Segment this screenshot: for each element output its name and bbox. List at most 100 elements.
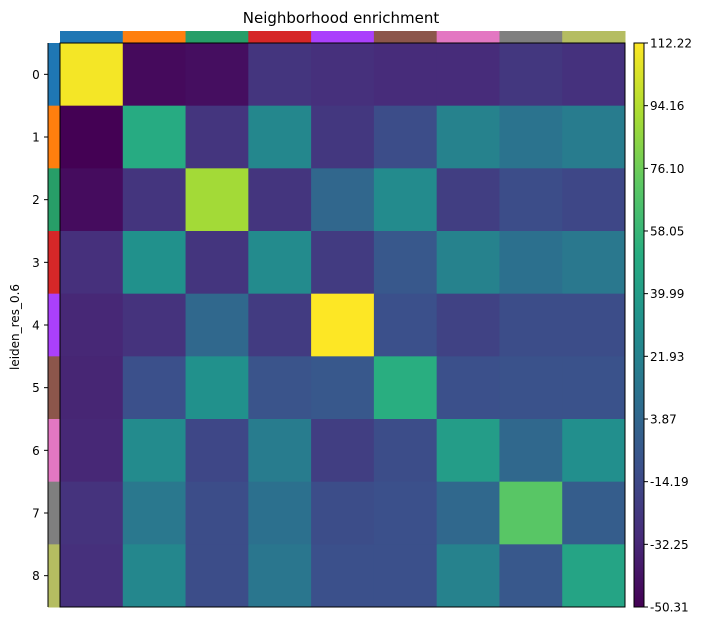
- heatmap-cell-r8-c5: [373, 544, 438, 608]
- heatmap-cell-r3-c5: [373, 231, 438, 295]
- row-tick-label: 4: [32, 319, 40, 333]
- row-tick-label: 7: [32, 507, 40, 521]
- heatmap-cell-r6-c8: [562, 419, 626, 483]
- heatmap-cell-r5-c4: [311, 356, 375, 420]
- heatmap-cell-r6-c1: [122, 419, 187, 483]
- heatmap-cell-r4-c2: [185, 293, 249, 357]
- chart-title: Neighborhood enrichment: [243, 9, 440, 27]
- heatmap-cell-r5-c3: [248, 356, 312, 420]
- row-color-4: [48, 293, 60, 357]
- heatmap-cell-r1-c8: [562, 105, 626, 169]
- colorbar-tick-label: 76.10: [650, 162, 684, 176]
- row-color-2: [48, 168, 60, 232]
- column-color-0: [60, 31, 124, 43]
- row-tick-label: 1: [32, 131, 40, 145]
- heatmap-cell-r5-c8: [562, 356, 626, 420]
- heatmap-cell-r5-c7: [499, 356, 563, 420]
- column-color-4: [311, 31, 375, 43]
- column-color-1: [122, 31, 187, 43]
- heatmap-cell-r6-c7: [499, 419, 563, 483]
- heatmap-cell-r2-c4: [311, 168, 375, 232]
- heatmap-cell-r0-c2: [185, 43, 249, 107]
- heatmap-cell-r8-c2: [185, 544, 249, 608]
- heatmap-cell-r6-c2: [185, 419, 249, 483]
- heatmap-cell-r7-c2: [185, 481, 249, 545]
- heatmap-cell-r8-c4: [311, 544, 375, 608]
- heatmap-cell-r2-c0: [60, 168, 124, 232]
- heatmap-cell-r1-c6: [436, 105, 500, 169]
- heatmap-cell-r1-c4: [311, 105, 375, 169]
- row-tick-label: 3: [32, 256, 40, 270]
- heatmap-cell-r0-c0: [60, 43, 124, 107]
- row-color-3: [48, 231, 60, 295]
- row-color-1: [48, 105, 60, 169]
- heatmap-cell-r8-c6: [436, 544, 500, 608]
- heatmap-cell-r1-c0: [60, 105, 124, 169]
- heatmap-cell-r8-c3: [248, 544, 312, 608]
- heatmap-cell-r3-c4: [311, 231, 375, 295]
- heatmap-cell-r5-c0: [60, 356, 124, 420]
- row-color-5: [48, 356, 60, 420]
- heatmap-cell-r1-c1: [122, 105, 187, 169]
- heatmap-cell-r1-c7: [499, 105, 563, 169]
- row-color-8: [48, 544, 60, 608]
- colorbar-tick-label: 21.93: [650, 350, 684, 364]
- heatmap-cell-r0-c3: [248, 43, 312, 107]
- heatmap-cell-r3-c8: [562, 231, 626, 295]
- heatmap-cell-r5-c2: [185, 356, 249, 420]
- row-tick-label: 0: [32, 68, 40, 82]
- row-tick-label: 2: [32, 193, 40, 207]
- heatmap-cell-r4-c6: [436, 293, 500, 357]
- row-tick-label: 5: [32, 381, 40, 395]
- colorbar-tick-labels: 112.22 94.16 76.10 58.05 39.99 21.93 3.87 -14.1…: [644, 37, 692, 615]
- heatmap-cell-r4-c8: [562, 293, 626, 357]
- row-tick-label: 6: [32, 444, 40, 458]
- heatmap-cell-r0-c6: [436, 43, 500, 107]
- colorbar-tick-label: -14.19: [650, 475, 689, 489]
- column-color-2: [185, 31, 249, 43]
- heatmap-cell-r2-c5: [373, 168, 438, 232]
- column-color-5: [373, 31, 438, 43]
- column-color-6: [436, 31, 500, 43]
- heatmap-cell-r5-c1: [122, 356, 187, 420]
- heatmap-cell-r7-c6: [436, 481, 500, 545]
- row-cluster-color-strip: [47, 43, 60, 608]
- heatmap-cell-r4-c5: [373, 293, 438, 357]
- heatmap-cell-r7-c8: [562, 481, 626, 545]
- column-cluster-color-strip: [60, 31, 626, 43]
- heatmap-cell-r3-c3: [248, 231, 312, 295]
- heatmap-cell-r2-c3: [248, 168, 312, 232]
- y-axis-label: leiden_res_0.6: [8, 284, 22, 370]
- heatmap-cell-r0-c1: [122, 43, 187, 107]
- heatmap-cell-r7-c5: [373, 481, 438, 545]
- colorbar-tick-label: 58.05: [650, 224, 684, 238]
- heatmap-cell-r7-c1: [122, 481, 187, 545]
- colorbar-tick-label: 3.87: [650, 412, 677, 426]
- colorbar-tick-label: 39.99: [650, 287, 684, 301]
- heatmap-cell-r6-c5: [373, 419, 438, 483]
- heatmap-cell-r0-c8: [562, 43, 626, 107]
- heatmap-cell-r7-c7: [499, 481, 563, 545]
- colorbar: [633, 42, 645, 608]
- heatmap-cell-r4-c3: [248, 293, 312, 357]
- heatmap-cell-r1-c5: [373, 105, 438, 169]
- heatmap-cell-r8-c1: [122, 544, 187, 608]
- heatmap-cell-r3-c2: [185, 231, 249, 295]
- heatmap-cell-r2-c6: [436, 168, 500, 232]
- heatmap-cell-r7-c4: [311, 481, 375, 545]
- heatmap-cell-r4-c7: [499, 293, 563, 357]
- heatmap-cell-r4-c1: [122, 293, 187, 357]
- heatmap-cell-r3-c6: [436, 231, 500, 295]
- column-color-7: [499, 31, 563, 43]
- column-color-3: [248, 31, 312, 43]
- row-color-6: [48, 419, 60, 483]
- heatmap-cell-r1-c3: [248, 105, 312, 169]
- heatmap-cell-r1-c2: [185, 105, 249, 169]
- heatmap-cell-r6-c4: [311, 419, 375, 483]
- heatmap-cells: [60, 43, 626, 608]
- row-color-7: [48, 481, 60, 545]
- heatmap-cell-r8-c7: [499, 544, 563, 608]
- heatmap-cell-r0-c7: [499, 43, 563, 107]
- heatmap-cell-r0-c4: [311, 43, 375, 107]
